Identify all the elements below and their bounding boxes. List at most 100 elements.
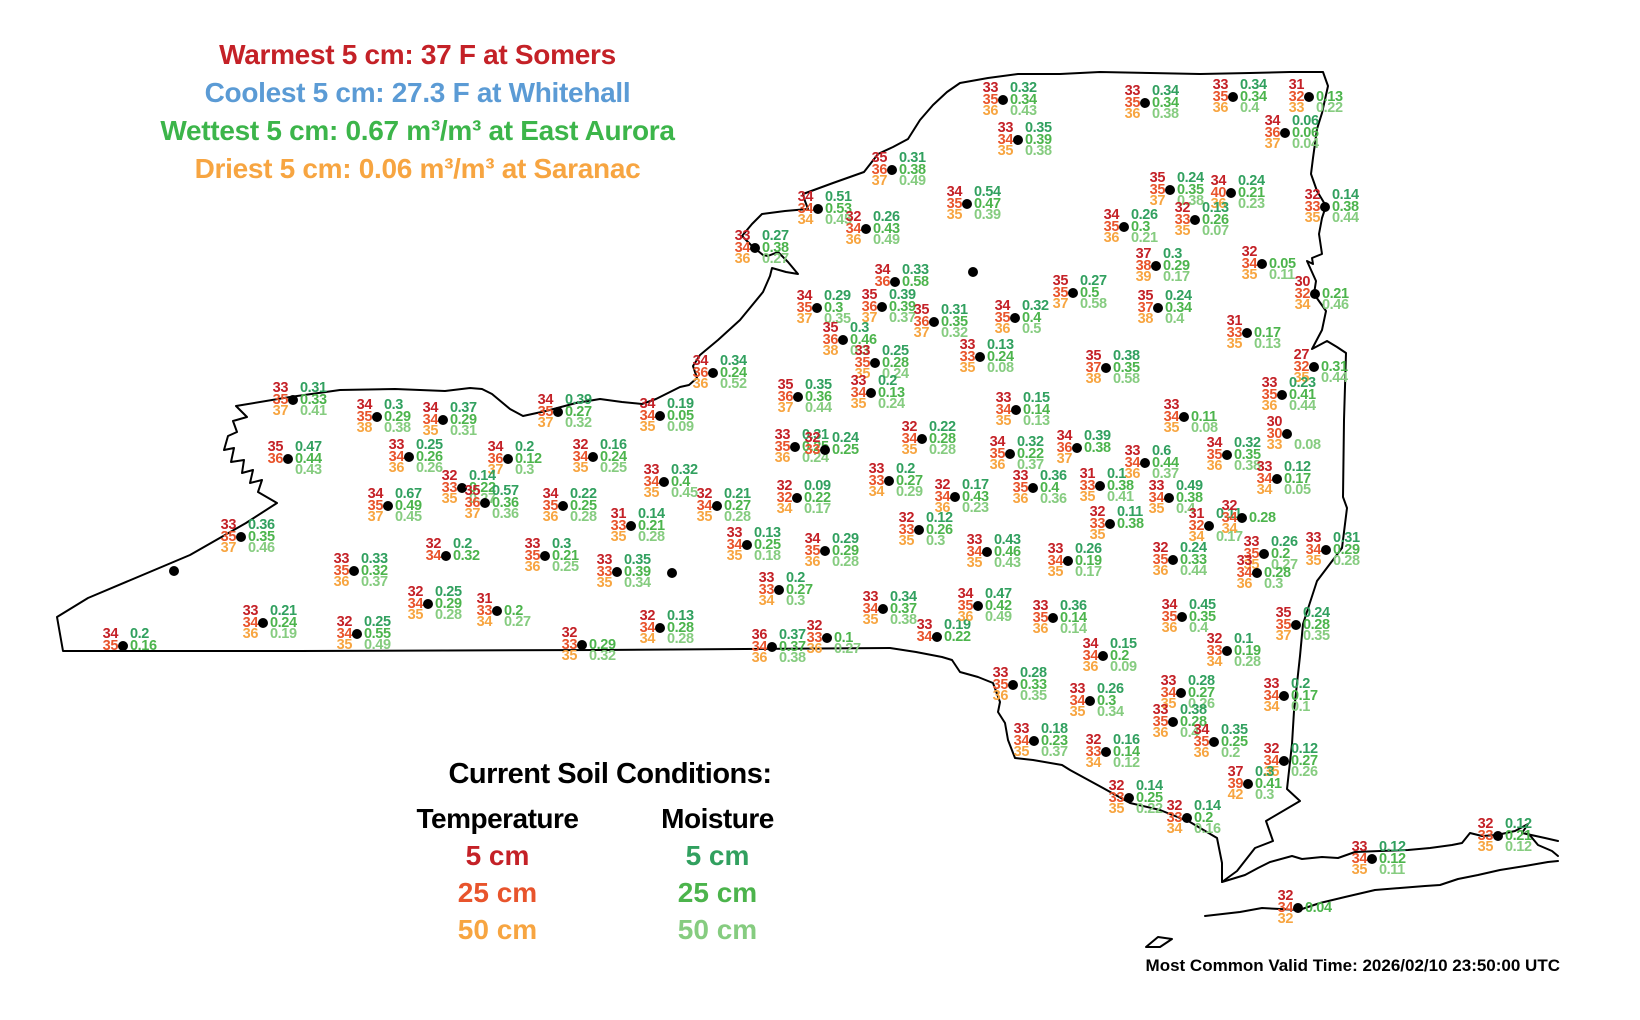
station-dot-slot — [1257, 247, 1267, 259]
station-dot — [1072, 442, 1082, 453]
temp-value-50cm: 35 — [726, 548, 743, 565]
moisture-value-5cm: 0.14 — [1136, 778, 1163, 795]
temp-value-5cm: 33 — [758, 570, 775, 587]
temp-value-25cm: 34 — [862, 600, 879, 617]
temp-value-5cm: 35 — [871, 150, 888, 167]
valid-time-label: Most Common Valid Time: 2026/02/10 23:50… — [1145, 956, 1560, 975]
station-dot — [866, 387, 876, 398]
moisture-value-25cm: 0.47 — [974, 195, 1001, 212]
station-dot-slot — [612, 566, 622, 578]
station: 31 0.1 33 0.38 35 0.41 — [1069, 466, 1147, 505]
moisture-value-5cm: 0.2 — [515, 439, 534, 456]
temp-value-50cm: 35 — [959, 360, 976, 377]
station-dot-slot — [1280, 127, 1290, 139]
station: 35 0.31 36 0.35 37 0.32 — [903, 302, 981, 341]
moisture-value-25cm: 0.29 — [450, 411, 477, 428]
station: 33 0.35 34 0.39 35 0.38 — [987, 120, 1065, 159]
moisture-value-50cm: 0.28 — [929, 442, 956, 459]
station-dot-slot — [822, 632, 832, 644]
station-dot-slot — [712, 500, 722, 512]
station-dot-slot — [1243, 778, 1253, 790]
temp-value-5cm: 33 — [1351, 839, 1368, 856]
moisture-value-50cm: 0.38 — [1152, 106, 1179, 123]
temp-value-25cm: 37 — [1085, 359, 1102, 376]
station-dot — [1228, 91, 1238, 102]
station-dot-slot — [929, 305, 939, 317]
moisture-value-50cm: 0.45 — [825, 212, 852, 229]
moisture-value-25cm: 0.4 — [1040, 479, 1059, 496]
moisture-value-5cm: 0.38 — [1180, 702, 1207, 719]
temp-value-50cm: 34 — [1256, 482, 1273, 499]
station-dot-slot — [1013, 134, 1023, 146]
moisture-value-25cm: 0.38 — [762, 239, 789, 256]
station-dot-slot — [480, 486, 490, 498]
temp-value-5cm: 32 — [1085, 732, 1102, 749]
station-dot — [1204, 520, 1214, 531]
station: 33 0.21 34 0.24 36 0.19 — [232, 603, 310, 642]
temp-value-50cm: 37 — [272, 403, 289, 420]
moisture-value-5cm: 0.14 — [469, 468, 496, 485]
station-dot-slot — [1190, 203, 1200, 215]
temp-value-25cm: 32 — [776, 489, 793, 506]
temp-value-5cm: 33 — [992, 665, 1009, 682]
station-dot-slot — [1151, 272, 1161, 284]
moisture-value-5cm: 0.31 — [1333, 530, 1360, 547]
station-dot — [1222, 449, 1232, 460]
temp-value-50cm: 36 — [692, 376, 709, 393]
state-border — [1221, 823, 1559, 883]
moisture-value-5cm: 0.17 — [962, 477, 989, 494]
moisture-value-5cm: 0.25 — [416, 437, 443, 454]
temp-value-5cm: 31 — [1288, 77, 1305, 94]
station-dot-slot — [1209, 736, 1219, 748]
station-dot-slot — [838, 323, 848, 335]
station: 33 0.18 34 0.23 35 0.37 — [1003, 721, 1081, 760]
moisture-value-25cm: 0.28 — [929, 430, 956, 447]
station-dot — [612, 566, 622, 577]
temp-value-5cm: 33 — [1047, 541, 1064, 558]
station-dot — [838, 334, 848, 345]
moisture-value-5cm: 0.49 — [1176, 478, 1203, 495]
temp-value-5cm: 33 — [1163, 397, 1180, 414]
station-dot-slot — [1029, 724, 1039, 736]
temp-value-5cm: 35 — [913, 302, 930, 319]
temp-value-25cm: 34 — [1047, 552, 1064, 569]
station-dot — [1242, 327, 1252, 338]
station-dot — [820, 545, 830, 556]
moisture-value-5cm: 0.13 — [667, 608, 694, 625]
temp-value-50cm: 35 — [1351, 862, 1368, 879]
moisture-value-50cm: 0.3 — [1255, 787, 1274, 804]
moisture-value-5cm: 0.54 — [974, 184, 1001, 201]
temp-value-50cm: 35 — [1148, 501, 1165, 518]
moisture-value-50cm: 0.41 — [300, 403, 327, 420]
station-dot-slot — [540, 562, 550, 574]
moisture-value-25cm: 0.28 — [882, 354, 909, 371]
temp-value-25cm: 35 — [102, 637, 119, 654]
moisture-value-25cm: 0.22 — [469, 479, 496, 496]
station-dot-slot — [1259, 537, 1269, 549]
station-dot-slot — [1153, 291, 1163, 303]
station-dot-slot — [503, 453, 513, 465]
temp-value-50cm: 36 — [1236, 576, 1253, 593]
moisture-value-25cm: 0.41 — [1289, 386, 1316, 403]
temp-value-5cm: 32 — [425, 536, 442, 553]
moisture-value-25cm: 0.21 — [1322, 285, 1349, 302]
temp-value-25cm: 35 — [1152, 551, 1169, 568]
station-dot-slot — [820, 433, 830, 445]
station-dot-slot — [998, 106, 1008, 118]
station: 33 0.28 34 0.27 35 0.26 — [1150, 673, 1228, 713]
moisture-value-25cm: 0.28 — [1180, 713, 1207, 730]
temp-value-25cm: 34 — [1256, 470, 1273, 487]
temp-value-5cm: 32 — [1304, 187, 1321, 204]
station-dot-slot — [1291, 631, 1301, 643]
station-dot-slot — [1168, 728, 1178, 740]
station-dot — [1124, 792, 1134, 803]
station-dot-slot — [1165, 184, 1175, 196]
station-dot — [236, 531, 246, 542]
moisture-value-25cm: 0.17 — [1254, 324, 1281, 341]
moisture-value-5cm: 0.57 — [492, 483, 519, 500]
temp-value-5cm: 33 — [220, 517, 237, 534]
moisture-value-25cm: 0.12 — [1379, 850, 1406, 867]
station-dot-slot — [1493, 830, 1503, 842]
moisture-value-50cm: 0.26 — [1188, 696, 1215, 713]
